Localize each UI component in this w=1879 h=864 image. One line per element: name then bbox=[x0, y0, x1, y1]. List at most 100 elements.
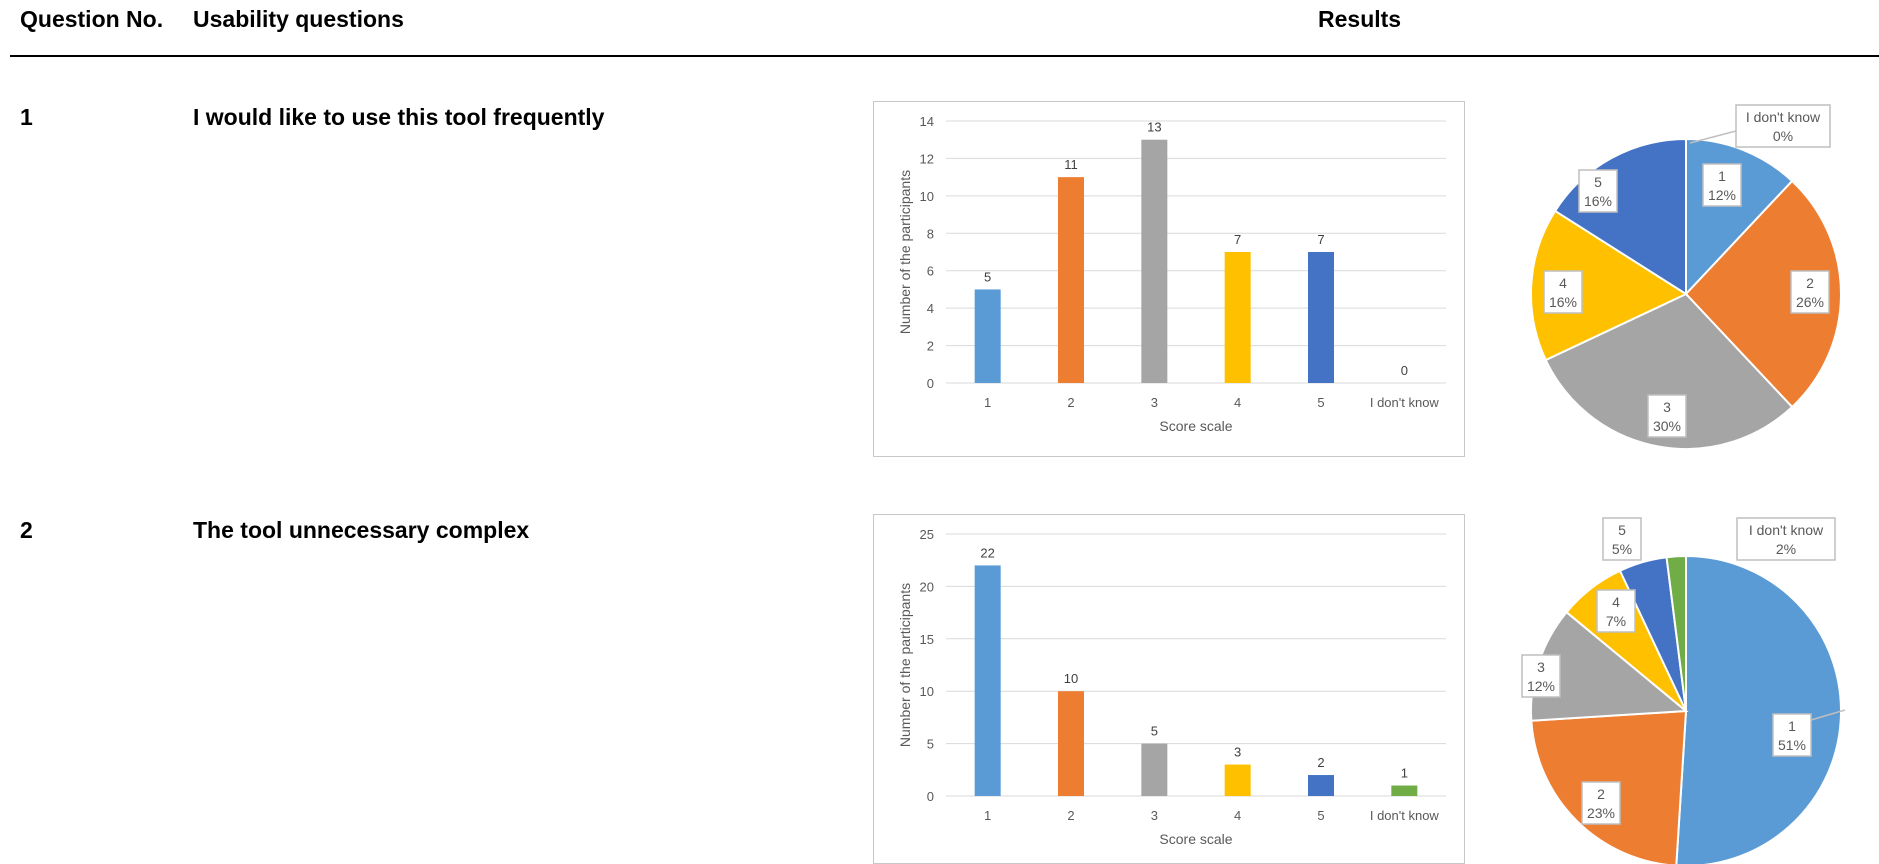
question-number: 1 bbox=[20, 104, 33, 130]
pie-data-label: 312% bbox=[1521, 654, 1561, 698]
pie-data-label: I don't know 0% bbox=[1689, 104, 1831, 148]
pie-percent-label: 16% bbox=[1549, 294, 1577, 310]
x-tick-label: 1 bbox=[984, 395, 991, 410]
pie-percent-label: 7% bbox=[1606, 613, 1626, 629]
data-label: 11 bbox=[1064, 157, 1078, 172]
pie-category-label: 5 bbox=[1594, 174, 1602, 190]
pie-percent-label: 30% bbox=[1653, 418, 1681, 434]
header-question-no: Question No. bbox=[20, 6, 164, 32]
pie-percent-label: 5% bbox=[1612, 541, 1632, 557]
pie-category-label: 4 bbox=[1612, 594, 1620, 610]
data-label: 0 bbox=[1401, 363, 1408, 378]
pie-data-label: 55% bbox=[1602, 517, 1642, 561]
pie-category-label: 3 bbox=[1663, 399, 1671, 415]
bar bbox=[1391, 785, 1418, 796]
header-results: Results bbox=[1318, 6, 1402, 32]
y-tick-label: 0 bbox=[927, 376, 934, 391]
bar bbox=[1224, 252, 1251, 383]
data-label: 1 bbox=[1401, 766, 1408, 781]
x-tick-label: 4 bbox=[1234, 808, 1241, 823]
pie-category-label: 1 bbox=[1788, 718, 1796, 734]
pie-slice bbox=[1665, 554, 1687, 712]
x-tick-label: 5 bbox=[1317, 808, 1324, 823]
bar-chart-q2: 0 5 10 15 20 25 22 1 10 2 5 3 3 4 2 5 1 I don't know Score… bbox=[873, 514, 1465, 864]
question-text: I would like to use this tool frequently bbox=[193, 104, 605, 130]
bar bbox=[1224, 764, 1251, 796]
pie-slice bbox=[1684, 179, 1842, 409]
bar bbox=[974, 289, 1001, 383]
data-label: 10 bbox=[1064, 671, 1078, 686]
header-divider bbox=[10, 55, 1879, 57]
bar bbox=[1058, 177, 1084, 383]
bar bbox=[1308, 252, 1334, 383]
bar bbox=[1141, 743, 1168, 796]
header-usability-questions: Usability questions bbox=[193, 6, 404, 32]
x-tick-label: 3 bbox=[1151, 395, 1158, 410]
pie-data-label: 516% bbox=[1578, 169, 1618, 213]
y-tick-label: 5 bbox=[927, 737, 934, 752]
x-tick-label: 2 bbox=[1067, 808, 1074, 823]
y-axis-label: Number of the participants bbox=[897, 170, 913, 334]
x-axis-label: Score scale bbox=[1159, 831, 1232, 847]
pie-data-label: 330% bbox=[1647, 394, 1687, 438]
y-tick-label: 4 bbox=[927, 301, 934, 316]
pie-category-label: 2 bbox=[1806, 275, 1814, 291]
y-tick-label: 12 bbox=[920, 151, 934, 166]
data-label: 13 bbox=[1147, 120, 1161, 135]
pie-category-label: 2 bbox=[1597, 786, 1605, 802]
pie-data-label: 416% bbox=[1543, 270, 1583, 314]
pie-category-label: 3 bbox=[1537, 659, 1545, 675]
y-axis-label: Number of the participants bbox=[897, 583, 913, 747]
pie-data-label: 226% bbox=[1790, 270, 1830, 314]
y-tick-label: 10 bbox=[920, 684, 934, 699]
x-tick-label: 3 bbox=[1151, 808, 1158, 823]
pie-percent-label: 51% bbox=[1778, 737, 1806, 753]
y-tick-label: 14 bbox=[920, 114, 934, 129]
bar bbox=[1141, 139, 1168, 383]
bar bbox=[1308, 775, 1334, 796]
x-axis-label: Score scale bbox=[1159, 418, 1232, 434]
pie-percent-label: 12% bbox=[1708, 187, 1736, 203]
pie-chart-q1: 1 12% 2 26% 3 30% 4 16% 5 16% I don't know 0% bbox=[1500, 101, 1879, 455]
x-tick-label: I don't know bbox=[1370, 808, 1440, 823]
pie-category-label: 5 bbox=[1618, 522, 1626, 538]
data-label: 7 bbox=[1317, 232, 1324, 247]
pie-category-label: 4 bbox=[1559, 275, 1567, 291]
x-tick-label: 2 bbox=[1067, 395, 1074, 410]
bar bbox=[1058, 691, 1084, 796]
pie-slice bbox=[1675, 554, 1842, 864]
data-label: 5 bbox=[984, 269, 991, 284]
data-label: 7 bbox=[1234, 232, 1241, 247]
pie-slice bbox=[1544, 292, 1794, 450]
y-tick-label: 0 bbox=[927, 789, 934, 804]
data-label: 2 bbox=[1317, 755, 1324, 770]
pie-data-label: 47% bbox=[1596, 589, 1636, 633]
pie-category-label: 1 bbox=[1718, 168, 1726, 184]
pie-data-label: 112% bbox=[1702, 163, 1742, 207]
x-tick-label: I don't know bbox=[1370, 395, 1440, 410]
data-label: 22 bbox=[980, 545, 994, 560]
pie-percent-label: 12% bbox=[1527, 678, 1555, 694]
y-tick-label: 25 bbox=[920, 527, 934, 542]
pie-percent-label: 0% bbox=[1773, 128, 1793, 144]
bar-chart-q1: 0 2 4 6 8 10 12 14 5 1 11 2 13 3 7 4 7 5 0 I don't know Scor… bbox=[873, 101, 1465, 457]
y-tick-label: 10 bbox=[920, 189, 934, 204]
pie-data-label: 151% bbox=[1772, 709, 1846, 757]
x-tick-label: 1 bbox=[984, 808, 991, 823]
question-number: 2 bbox=[20, 517, 33, 543]
y-tick-label: 6 bbox=[927, 264, 934, 279]
y-tick-label: 8 bbox=[927, 226, 934, 241]
pie-percent-label: 26% bbox=[1796, 294, 1824, 310]
pie-chart-q2: 1 51% 2 23% 3 12% 4 7% 5 5% I don't know 2% bbox=[1500, 510, 1879, 864]
pie-category-label: I don't know bbox=[1749, 522, 1824, 538]
pie-category-label: I don't know bbox=[1746, 109, 1821, 125]
pie-data-label: I don't know 2% bbox=[1736, 517, 1836, 561]
question-text: The tool unnecessary complex bbox=[193, 517, 530, 543]
pie-data-label: 223% bbox=[1581, 781, 1621, 825]
y-tick-label: 2 bbox=[927, 339, 934, 354]
pie-slice bbox=[1530, 209, 1689, 362]
x-tick-label: 5 bbox=[1317, 395, 1324, 410]
pie-percent-label: 16% bbox=[1584, 193, 1612, 209]
bar bbox=[974, 565, 1001, 796]
y-tick-label: 15 bbox=[920, 632, 934, 647]
